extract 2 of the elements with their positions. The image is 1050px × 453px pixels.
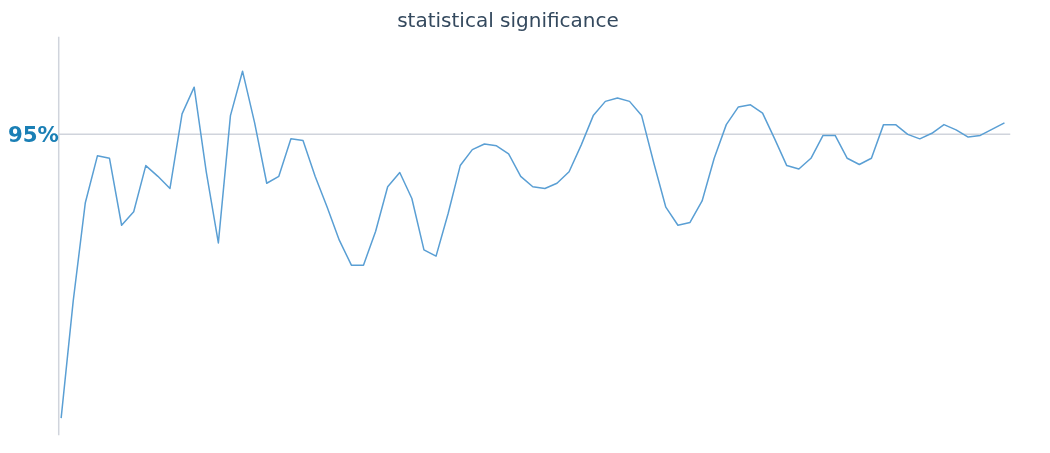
chart-title: statistical significance bbox=[397, 7, 619, 32]
annotation: 95% bbox=[7, 121, 59, 147]
